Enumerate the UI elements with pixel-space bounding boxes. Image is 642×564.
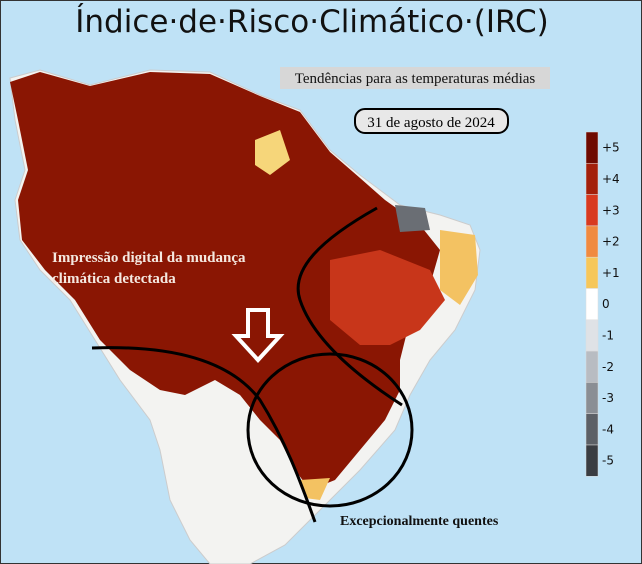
- legend-label: 0: [602, 297, 610, 311]
- legend-label: +4: [602, 172, 620, 186]
- boundary-curve: [91, 346, 317, 523]
- legend-label: -1: [602, 328, 614, 342]
- subtitle: Tendências para as temperaturas médias: [295, 71, 536, 87]
- legend-label: -3: [602, 391, 614, 405]
- legend-swatch: [585, 350, 599, 383]
- legend-swatch: [585, 288, 599, 321]
- legend-swatch: [585, 225, 599, 258]
- date: 31 de agosto de 2024: [367, 115, 495, 131]
- legend-swatch: [585, 131, 599, 164]
- warm-area: [10, 72, 440, 490]
- legend-label: -5: [602, 454, 614, 468]
- legend-swatch: [585, 382, 599, 414]
- legend-label: -2: [602, 360, 614, 374]
- legend-label: +5: [602, 141, 620, 155]
- warm-area: [300, 478, 330, 500]
- legend-swatch: [585, 194, 599, 227]
- callout: Excepcionalmente quentes: [340, 514, 499, 529]
- warm-area: [330, 250, 445, 345]
- legend-swatch: [585, 444, 599, 477]
- annotation: climática detectada: [52, 271, 176, 287]
- legend-label: +1: [602, 266, 620, 280]
- legend-swatch: [585, 413, 599, 446]
- legend-label: -4: [602, 422, 614, 436]
- legend: +5 +4 +3 +2 +1 0 -1 -2 -3 -4 -5: [585, 131, 620, 477]
- legend-label: +3: [602, 203, 620, 217]
- legend-swatch: [585, 256, 599, 289]
- annotation: Impressão digital da mudança: [52, 250, 246, 266]
- boundary-curve: [296, 206, 403, 407]
- highlight-circle: [246, 352, 414, 508]
- legend-swatch: [585, 319, 599, 352]
- cool-area: [395, 205, 430, 232]
- legend-label: +2: [602, 235, 620, 249]
- legend-swatch: [585, 163, 599, 195]
- subtitle-box: [280, 67, 550, 89]
- warm-area: [255, 130, 290, 175]
- date-box: [354, 108, 509, 134]
- title: Índice·de·Risco·Climático·(IRC): [75, 4, 549, 40]
- warm-area: [440, 230, 478, 305]
- arrow: [231, 308, 285, 363]
